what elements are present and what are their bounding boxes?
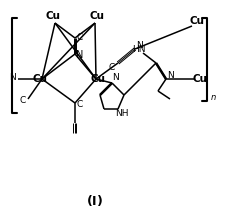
Text: N: N	[10, 72, 16, 82]
Text: NH: NH	[115, 109, 128, 118]
Text: HN: HN	[132, 44, 145, 53]
Text: C: C	[108, 63, 115, 72]
Text: C: C	[76, 101, 83, 109]
Text: N: N	[112, 74, 119, 82]
Text: N: N	[76, 50, 83, 60]
Text: Cu: Cu	[89, 11, 104, 21]
Text: Cu: Cu	[90, 74, 105, 84]
Text: $\mathbf{(I)}$: $\mathbf{(I)}$	[86, 194, 103, 208]
Text: N: N	[136, 42, 143, 51]
Text: Cu: Cu	[192, 74, 207, 84]
Text: Cu: Cu	[189, 16, 204, 26]
Text: N: N	[167, 70, 174, 80]
Text: $n$: $n$	[209, 93, 216, 103]
Text: Cu: Cu	[45, 11, 60, 21]
Text: C: C	[20, 97, 26, 105]
Text: C: C	[76, 32, 83, 42]
Text: Cu: Cu	[32, 74, 47, 84]
